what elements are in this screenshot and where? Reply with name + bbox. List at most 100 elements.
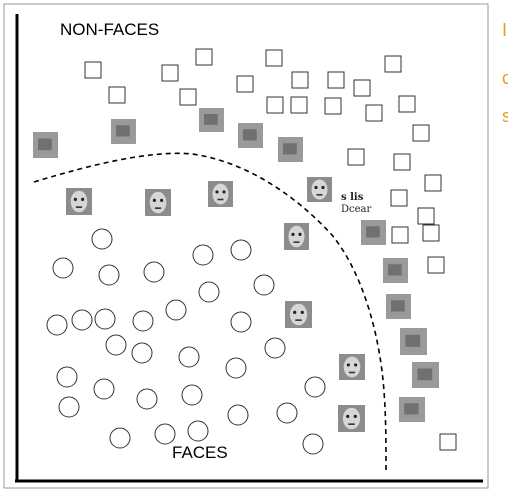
face-marker xyxy=(225,357,247,379)
thumbnail-texture xyxy=(417,368,433,381)
face-thumbnail xyxy=(66,188,92,215)
non-face-thumbnail xyxy=(383,258,408,283)
thumbnail-face-shape xyxy=(70,190,88,213)
non-face-marker xyxy=(365,104,383,122)
non-face-marker xyxy=(384,55,402,73)
thumbnail-eye xyxy=(354,363,358,367)
thumbnail-face-shape xyxy=(212,183,229,205)
face-marker xyxy=(98,264,120,286)
non-face-marker xyxy=(427,256,445,274)
side-text-fragment: s xyxy=(502,106,508,126)
thumbnail-eye xyxy=(215,190,219,194)
thumbnail-mouth xyxy=(75,206,83,208)
face-marker xyxy=(165,299,187,321)
thumbnail-eye xyxy=(300,310,304,314)
non-face-thumbnail xyxy=(199,108,224,132)
thumbnail-eye xyxy=(222,190,226,194)
thumbnail-face-shape xyxy=(311,179,328,200)
thumbnail-texture xyxy=(204,114,218,125)
non-face-thumbnail xyxy=(400,328,427,355)
non-face-marker xyxy=(353,79,371,97)
face-marker xyxy=(93,378,115,400)
non-face-marker xyxy=(195,48,213,66)
text-snippet-line: s lis xyxy=(341,192,364,203)
non-face-markers xyxy=(84,48,457,451)
non-face-thumbnail xyxy=(111,119,136,144)
face-marker xyxy=(230,311,252,333)
face-marker xyxy=(94,308,116,330)
non-face-marker xyxy=(266,96,284,114)
thumbnail-eye xyxy=(152,198,156,202)
thumbnail-texture xyxy=(391,300,405,312)
non-faces-label: NON-FACES xyxy=(60,20,160,39)
face-marker xyxy=(187,420,209,442)
thumbnail-texture xyxy=(283,143,297,155)
thumbnail-face-shape xyxy=(343,356,361,378)
thumbnail-mouth xyxy=(348,423,355,425)
non-face-marker xyxy=(327,71,345,89)
non-face-marker xyxy=(324,97,342,115)
face-thumbnail xyxy=(285,301,312,328)
face-thumbnail xyxy=(307,177,332,202)
thumbnail-texture xyxy=(405,334,421,347)
face-marker xyxy=(46,314,68,336)
non-face-thumbnail xyxy=(33,132,58,158)
thumbnail-texture xyxy=(404,403,419,415)
side-text-fragment: I xyxy=(502,20,508,40)
face-marker xyxy=(276,402,298,424)
non-face-thumbnail xyxy=(399,397,425,422)
thumbnail-eye xyxy=(353,414,357,418)
face-thumbnail xyxy=(339,354,365,380)
thumbnail-eye xyxy=(346,363,350,367)
image-thumbnails xyxy=(33,108,439,432)
thumbnail-mouth xyxy=(295,319,302,321)
non-face-marker xyxy=(236,75,254,93)
face-marker xyxy=(71,309,93,331)
face-thumbnail xyxy=(284,223,309,250)
face-marker xyxy=(91,228,113,250)
text-snippet-line: Dcear xyxy=(341,204,372,215)
non-face-marker xyxy=(347,148,365,166)
thumbnail-eye xyxy=(321,185,325,190)
non-face-marker xyxy=(265,49,283,67)
thumbnail-mouth xyxy=(217,198,224,201)
thumbnail-eye xyxy=(73,197,77,201)
face-marker xyxy=(264,337,286,359)
face-marker xyxy=(230,239,252,261)
face-marker xyxy=(302,433,324,455)
thumbnail-face-shape xyxy=(289,303,308,326)
face-marker xyxy=(56,366,78,388)
face-marker xyxy=(109,427,131,449)
thumbnail-texture xyxy=(243,129,257,141)
face-marker xyxy=(304,376,326,398)
non-face-marker xyxy=(393,153,411,171)
non-face-marker xyxy=(291,71,309,89)
thumbnail-texture xyxy=(116,125,130,137)
non-face-marker xyxy=(161,64,179,82)
face-marker xyxy=(198,281,220,303)
non-face-marker xyxy=(391,226,409,244)
face-marker xyxy=(178,346,200,368)
face-markers xyxy=(46,228,326,455)
thumbnail-face-shape xyxy=(149,191,167,214)
face-marker xyxy=(52,257,74,279)
non-face-thumbnail xyxy=(278,137,303,162)
non-face-marker xyxy=(417,207,435,225)
face-marker xyxy=(143,261,165,283)
thumbnail-mouth xyxy=(293,241,300,243)
face-marker xyxy=(131,342,153,364)
face-marker xyxy=(253,274,275,296)
non-face-thumbnail xyxy=(361,220,386,245)
thumbnail-mouth xyxy=(316,194,323,196)
face-marker xyxy=(192,244,214,266)
thumbnail-texture xyxy=(388,264,402,276)
thumbnail-mouth xyxy=(154,207,162,209)
non-face-marker xyxy=(424,174,442,192)
faces-label: FACES xyxy=(172,443,228,462)
thumbnail-eye xyxy=(314,185,318,190)
face-thumbnail xyxy=(145,189,171,216)
face-marker xyxy=(136,388,158,410)
thumbnail-eye xyxy=(346,414,350,418)
side-text-fragment: c xyxy=(502,68,508,88)
